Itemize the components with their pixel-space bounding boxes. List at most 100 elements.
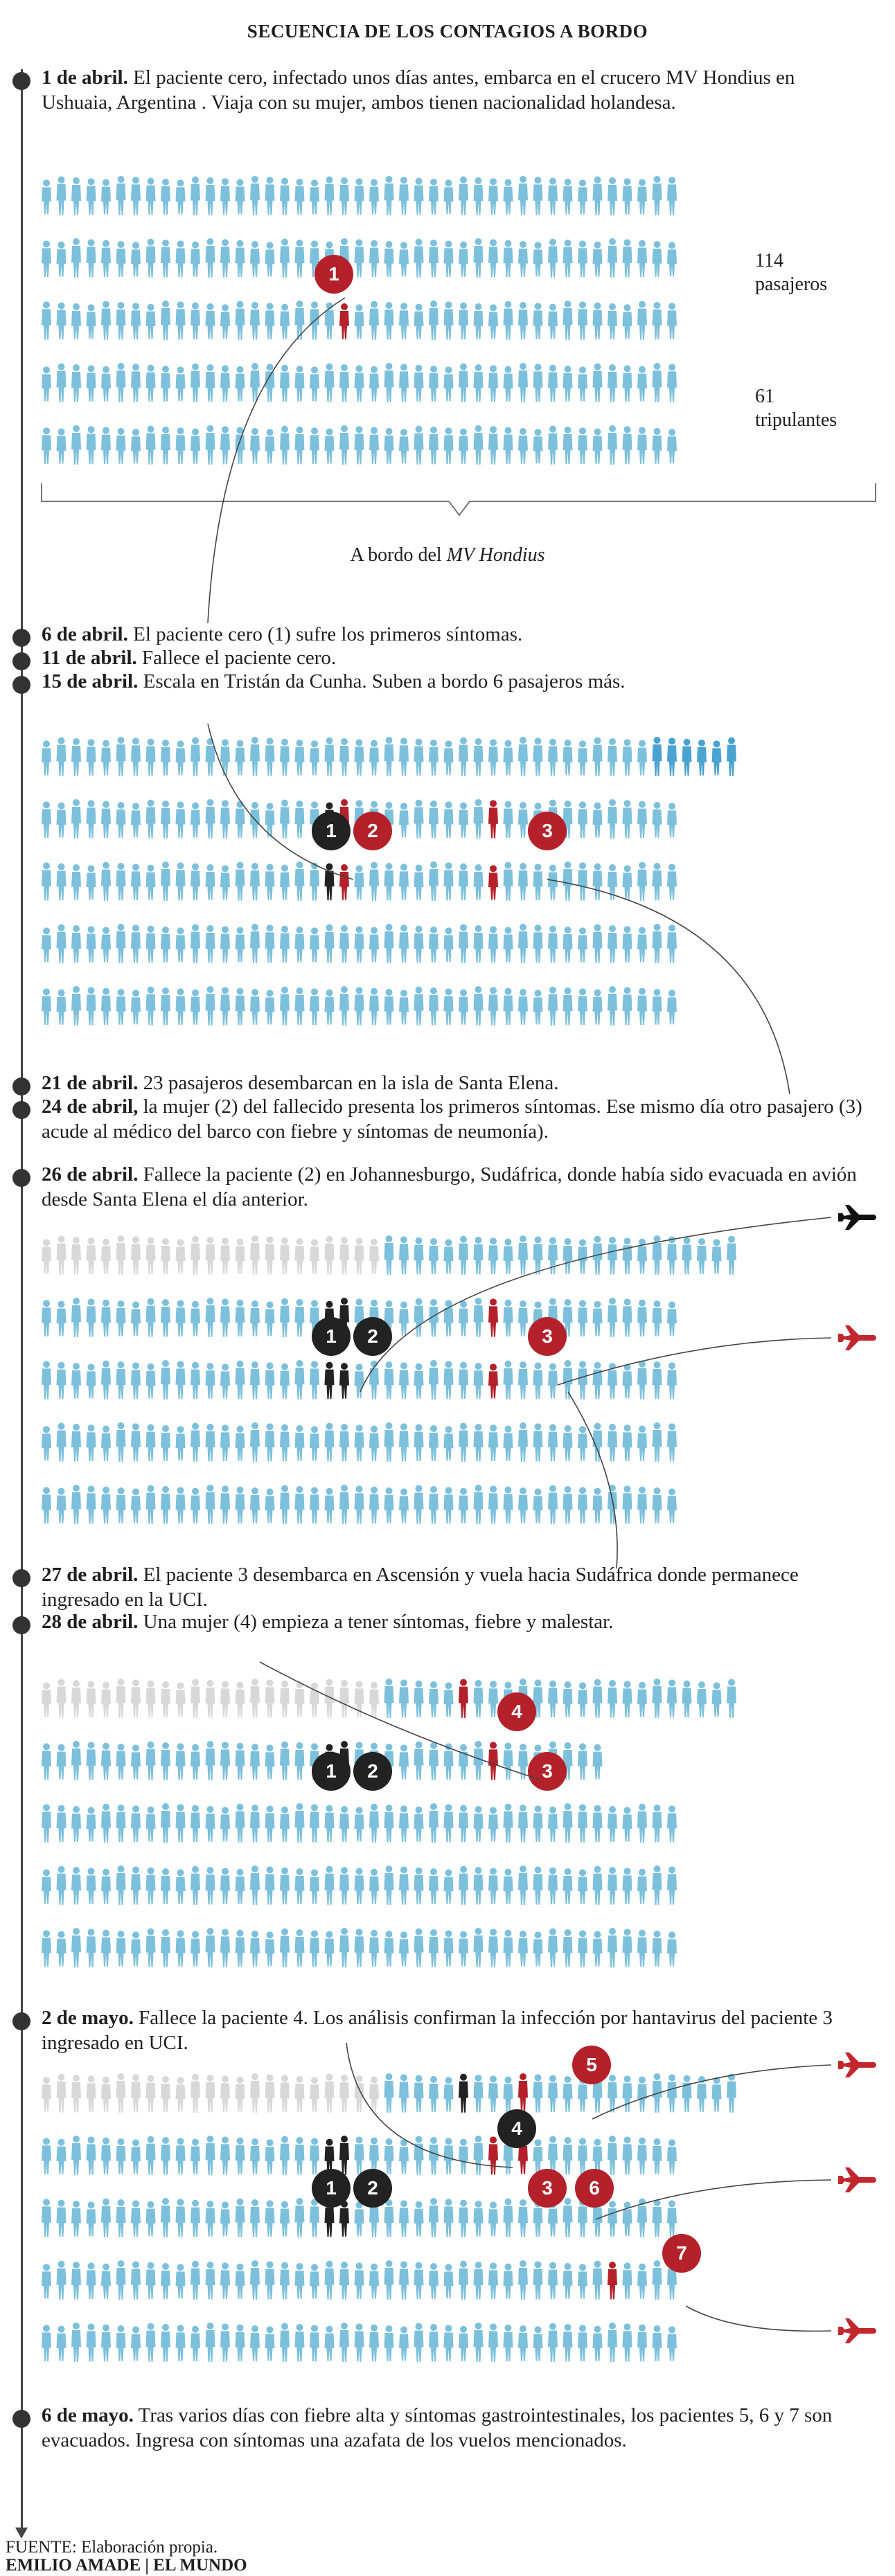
person-figure: [592, 1361, 603, 1399]
person-figure: [294, 1360, 305, 1399]
person-figure: [429, 240, 438, 278]
person-figure: [443, 862, 454, 901]
person-figure: [42, 2077, 51, 2112]
person-figure: [652, 1805, 662, 1843]
person-figure: [280, 1237, 290, 1275]
person-figure: [518, 1300, 528, 1336]
person-figure: [459, 737, 468, 776]
person-figure: [578, 366, 587, 402]
person-figure: [190, 1866, 200, 1905]
person-figure: [220, 2136, 230, 2175]
person-figure: [42, 2325, 51, 2361]
person-figure: [518, 1487, 528, 1523]
person-figure: [145, 364, 156, 402]
patient-marker-3: 3: [528, 1752, 567, 1791]
person-figure: [443, 301, 454, 340]
person-figure: [592, 737, 603, 776]
person-figure: [235, 2137, 245, 2175]
person-figure: [294, 1425, 305, 1461]
person-figure: [205, 2136, 215, 2175]
person-figure: [384, 302, 394, 340]
person-figure: [220, 865, 230, 900]
person-figure: [592, 428, 603, 464]
person-figure: [443, 427, 454, 464]
person-figure: [101, 2076, 111, 2112]
person-figure: [697, 740, 707, 776]
patient-marker-2: 2: [353, 2169, 392, 2208]
person-figure: [294, 1238, 305, 1274]
person-figure: [116, 2073, 126, 2113]
person-figure: [711, 2077, 722, 2112]
person-figure: [339, 1928, 349, 1967]
person-figure: [533, 303, 543, 339]
person-figure: [205, 1485, 215, 1524]
person-figure: [42, 862, 51, 901]
person-figure: [294, 427, 305, 465]
person-figure: [116, 1931, 126, 1967]
person-figure: [548, 986, 558, 1026]
person-figure: [294, 240, 305, 278]
person-figure: [518, 1235, 528, 1275]
person-figure: [443, 240, 454, 277]
person-figure: [101, 240, 111, 278]
person-figure: [280, 799, 290, 839]
timeline-dot: [12, 1569, 30, 1587]
person-figure: [235, 2198, 245, 2237]
person-figure: [86, 2136, 96, 2175]
person-figure: [592, 924, 603, 963]
person-figure: [637, 1299, 647, 1337]
person-figure: [533, 1488, 543, 1523]
person-figure: [354, 2323, 364, 2362]
person-figure: [473, 1237, 484, 1275]
person-figure: [280, 364, 290, 402]
patient-marker-3: 3: [528, 1317, 567, 1356]
person-figure: [294, 1681, 305, 1717]
person-figure: [667, 1236, 677, 1275]
person-figure: [294, 2076, 305, 2112]
person-figure: [473, 2262, 484, 2300]
person-figure: [324, 363, 335, 402]
person-figure: [488, 1363, 498, 1399]
person-figure: [145, 1424, 156, 1462]
person-figure: [175, 988, 186, 1025]
person-figure: [384, 2260, 394, 2300]
person-figure: [265, 924, 275, 963]
person-figure: [414, 2136, 424, 2175]
person-figure: [354, 2201, 364, 2237]
person-figure: [56, 1487, 67, 1523]
person-figure: [503, 861, 513, 901]
person-figure: [473, 364, 484, 402]
person-figure: [488, 865, 498, 900]
person-figure: [443, 1487, 454, 1523]
person-figure: [310, 1239, 319, 1274]
person-figure: [608, 177, 617, 215]
person-figure: [190, 1679, 200, 1718]
person-figure: [161, 366, 170, 402]
person-figure: [429, 861, 438, 901]
person-figure: [652, 2260, 662, 2300]
person-figure: [667, 429, 677, 464]
person-figure: [86, 365, 96, 402]
person-figure: [101, 1868, 111, 1904]
person-figure: [310, 366, 319, 402]
person-figure: [324, 737, 335, 776]
person-figure: [443, 1804, 454, 1843]
person-figure: [667, 2200, 677, 2237]
person-figure: [622, 1868, 632, 1904]
person-figure: [548, 425, 558, 465]
person-figure: [235, 861, 245, 901]
person-figure: [86, 1742, 96, 1780]
person-figure: [280, 986, 290, 1026]
event-text: Fallece la paciente 4. Los análisis conf…: [42, 2007, 833, 2054]
person-figure: [697, 2076, 707, 2112]
person-figure: [205, 2201, 215, 2237]
person-figure: [310, 1487, 319, 1523]
person-figure: [562, 2198, 573, 2237]
person-figure: [71, 1485, 81, 1524]
person-figure: [459, 302, 468, 340]
person-figure: [294, 2324, 305, 2362]
person-figure: [250, 863, 260, 901]
airplane-icon: [837, 1325, 876, 1350]
person-figure: [473, 1424, 484, 1462]
person-figure: [310, 427, 319, 464]
